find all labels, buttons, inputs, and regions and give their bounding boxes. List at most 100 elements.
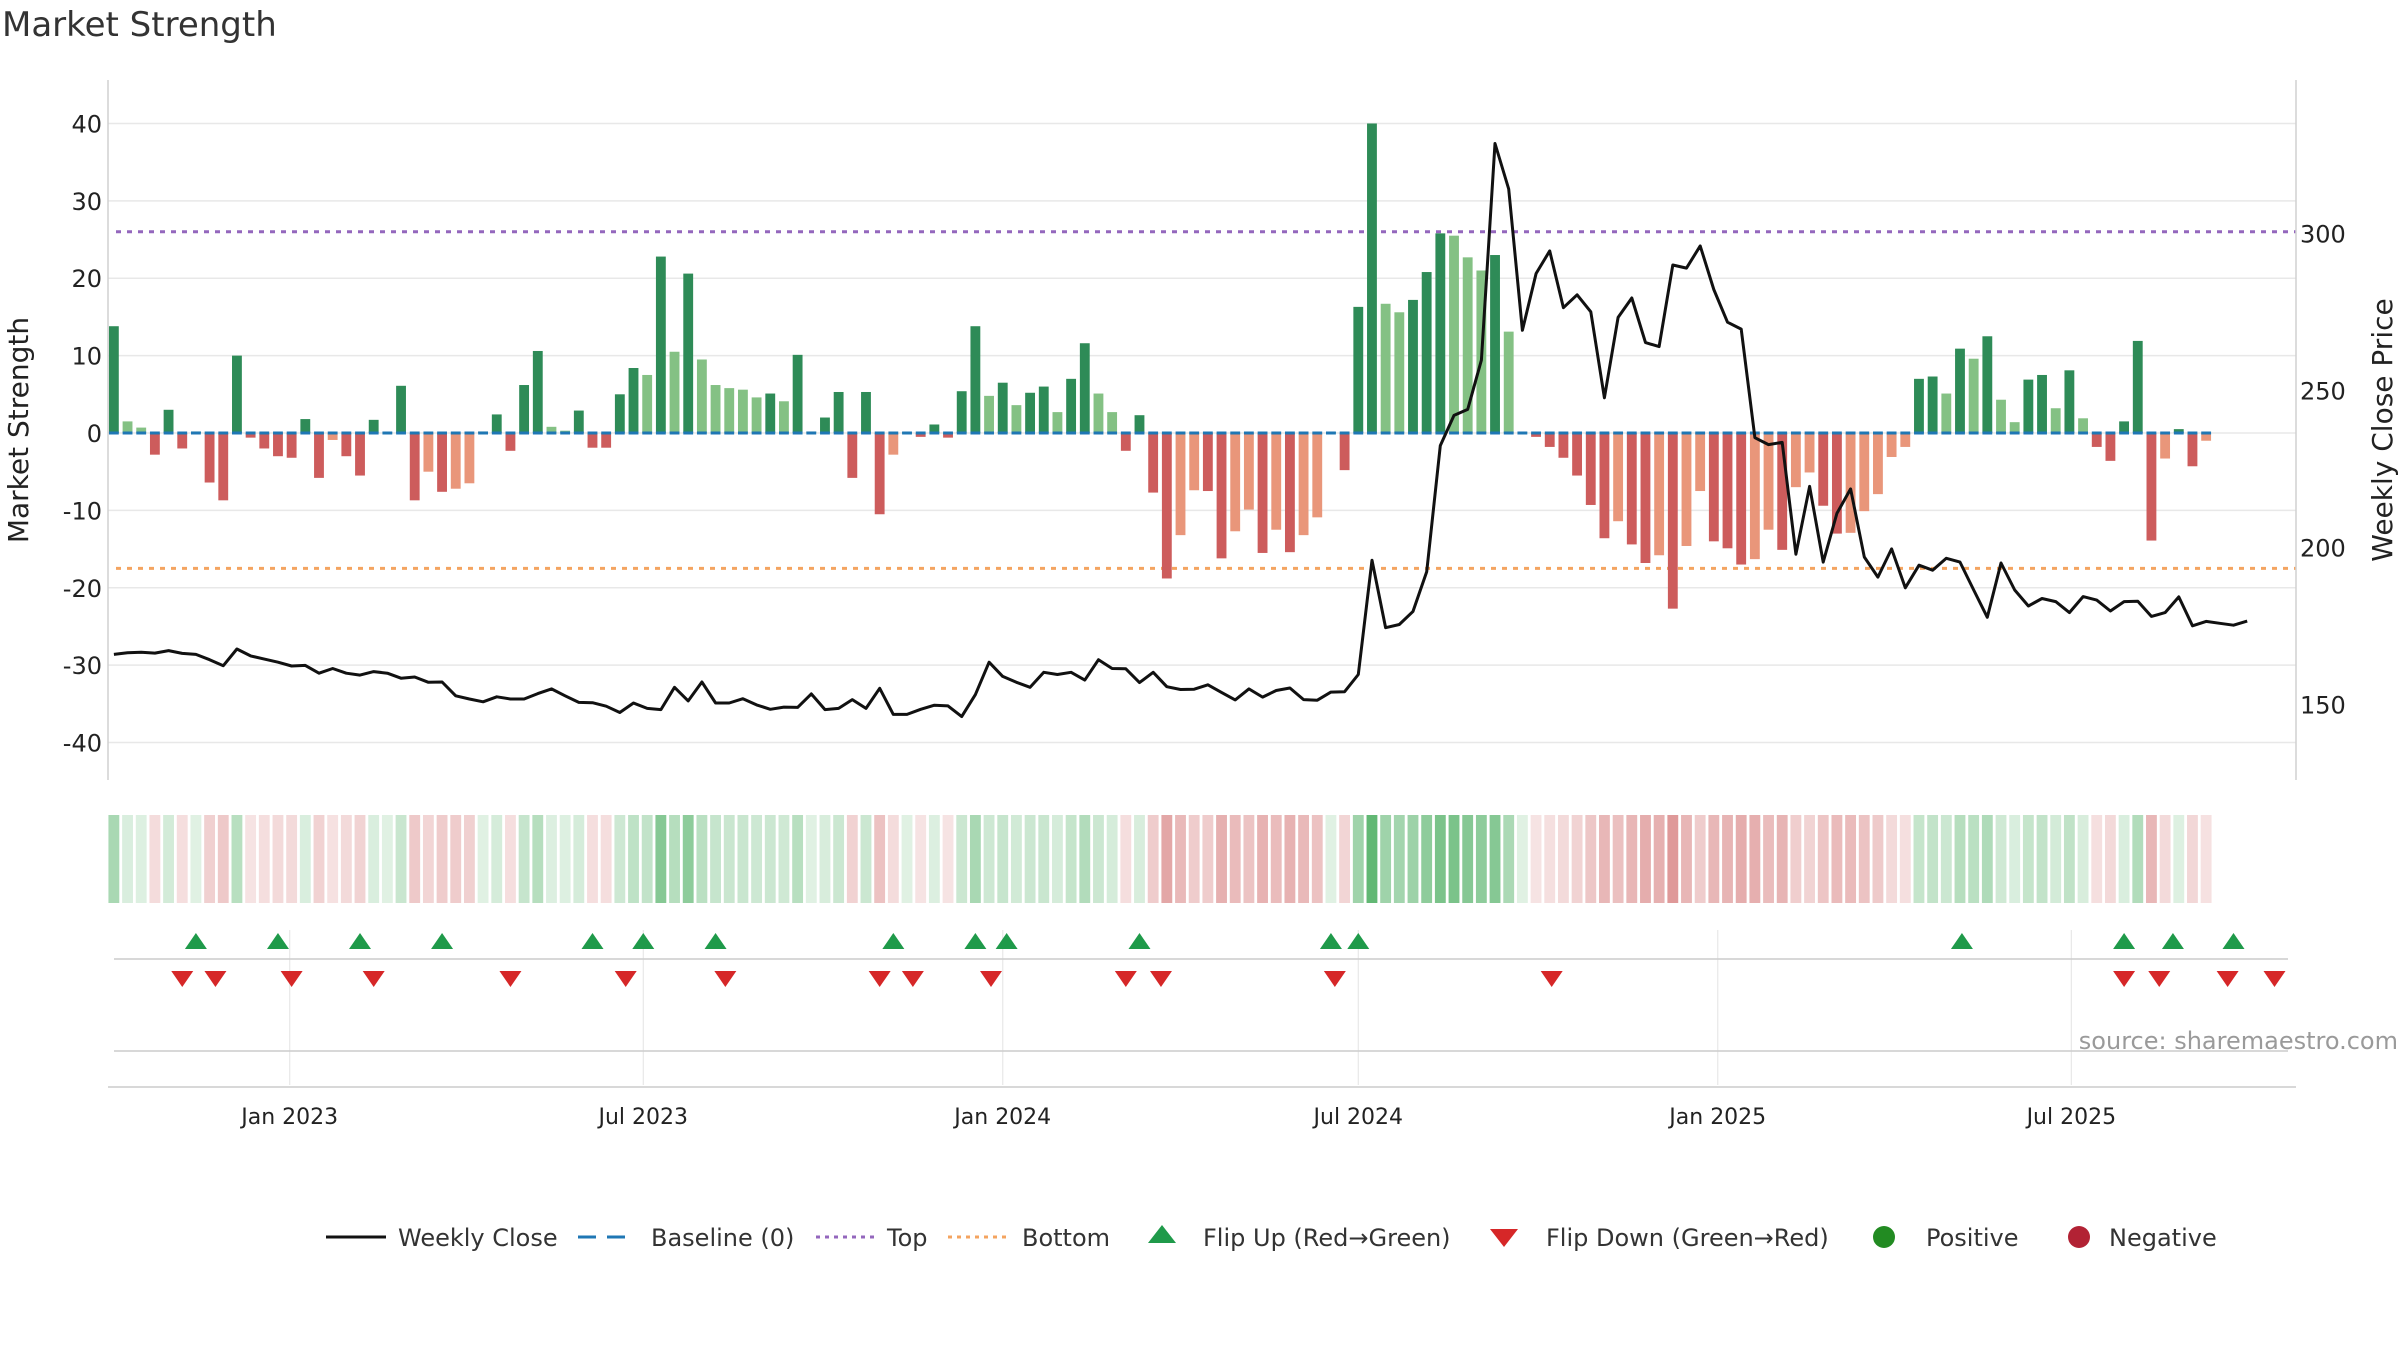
strength-bar xyxy=(1749,433,1760,560)
strength-bar xyxy=(1161,433,1172,579)
heat-cell xyxy=(1640,815,1651,903)
heat-cell xyxy=(1065,815,1077,903)
heat-cell xyxy=(1817,815,1829,903)
heat-cell xyxy=(1052,815,1063,903)
strength-bar xyxy=(1927,376,1938,433)
flip-up-marker xyxy=(882,933,905,949)
heat-cell xyxy=(1325,815,1337,903)
heat-cell xyxy=(1530,815,1542,903)
strength-bar xyxy=(122,421,133,433)
heat-cell xyxy=(942,815,954,903)
heat-cell xyxy=(1599,815,1610,903)
flip-up-marker xyxy=(995,933,1018,949)
strength-bar xyxy=(1421,272,1432,433)
strength-bar xyxy=(396,385,406,433)
heat-cell xyxy=(1845,815,1857,903)
heat-cell xyxy=(792,815,804,903)
strength-bar xyxy=(1148,433,1159,493)
axes-layer: 40 30 20 10 0 -10 -20 -30 -40 300 250 200 150 xyxy=(63,80,2346,780)
strength-bar xyxy=(1996,399,2006,433)
strength-bar xyxy=(1394,312,1405,433)
strength-bar xyxy=(1955,348,1965,433)
strength-bar xyxy=(1859,433,1870,512)
heat-cell xyxy=(176,815,188,903)
flip-up-marker xyxy=(349,933,372,949)
strength-bar xyxy=(1818,433,1829,506)
strength-bar xyxy=(341,433,352,457)
strength-bar xyxy=(1271,433,1282,530)
strength-bar xyxy=(1831,433,1842,534)
heat-cell xyxy=(1790,815,1802,903)
strength-bar xyxy=(1216,433,1227,559)
strength-bar xyxy=(1025,392,1036,433)
flip-up-marker xyxy=(964,933,987,949)
heat-cell xyxy=(231,815,243,903)
heat-cell xyxy=(764,815,776,903)
strength-bar xyxy=(655,256,666,433)
strength-bar xyxy=(464,433,475,484)
strength-bar xyxy=(1968,358,1979,433)
heat-cell xyxy=(491,815,503,903)
y-left-tick-label: -40 xyxy=(63,730,102,758)
strength-bar xyxy=(1640,433,1651,563)
strength-bar xyxy=(1790,433,1801,488)
heat-cell xyxy=(1120,815,1132,903)
flip-down-marker xyxy=(280,971,303,987)
heat-cell xyxy=(204,815,216,903)
heat-cell xyxy=(887,815,899,903)
strength-bar xyxy=(149,433,160,455)
heat-cell xyxy=(1749,815,1761,903)
heat-cell xyxy=(2132,815,2144,903)
strength-bar xyxy=(1708,433,1719,542)
heat-cell xyxy=(1243,815,1255,903)
strength-bar xyxy=(300,419,311,433)
x-tick-label: Jul 2024 xyxy=(1312,1105,1404,1130)
heat-cell xyxy=(1407,815,1419,903)
strength-bar xyxy=(915,433,926,437)
source-note: source: sharemaestro.com xyxy=(2079,1027,2398,1055)
flip-up-marker xyxy=(431,933,454,949)
strength-bar xyxy=(1380,303,1391,433)
heat-cell xyxy=(1270,815,1282,903)
heat-cell xyxy=(245,815,257,903)
heat-cell xyxy=(956,815,968,903)
strength-heat-strip xyxy=(108,815,2212,903)
strength-bar xyxy=(2009,422,2020,433)
flip-down-marker xyxy=(1540,971,1563,987)
heat-cell xyxy=(1393,815,1405,903)
heat-cell xyxy=(1216,815,1227,903)
strength-bar xyxy=(491,414,502,433)
flip-down-marker xyxy=(1323,971,1346,987)
strength-bar xyxy=(259,433,270,449)
strength-bar xyxy=(1736,433,1747,565)
strength-bar xyxy=(669,351,680,433)
strength-bar xyxy=(437,433,447,492)
strength-bar xyxy=(1763,433,1774,530)
strength-bar xyxy=(1079,343,1090,433)
strength-bar xyxy=(792,354,803,433)
heat-cell xyxy=(258,815,270,903)
x-tick-label: Jul 2025 xyxy=(2025,1105,2117,1130)
strength-bar xyxy=(355,433,365,476)
heat-cell xyxy=(1188,815,1200,903)
strength-bar xyxy=(1312,433,1323,518)
heat-cell xyxy=(2022,815,2034,903)
strength-bar xyxy=(1886,433,1897,457)
heat-cell xyxy=(1927,815,1939,903)
heat-cell xyxy=(614,815,626,903)
legend-label: Flip Up (Red→Green) xyxy=(1203,1224,1451,1252)
flip-up-marker xyxy=(2161,933,2184,949)
flip-down-marker xyxy=(2113,971,2136,987)
heat-cell xyxy=(641,815,653,903)
heat-cell xyxy=(874,815,886,903)
strength-bar xyxy=(1695,433,1706,492)
heat-cell xyxy=(1694,815,1706,903)
heat-cell xyxy=(1462,815,1474,903)
strength-bar xyxy=(1066,378,1077,433)
strength-bar xyxy=(409,433,420,501)
strength-bar xyxy=(1804,433,1815,473)
heat-cell xyxy=(860,815,872,903)
y-left-tick-label: 40 xyxy=(71,110,102,138)
strength-bar xyxy=(1435,233,1446,433)
